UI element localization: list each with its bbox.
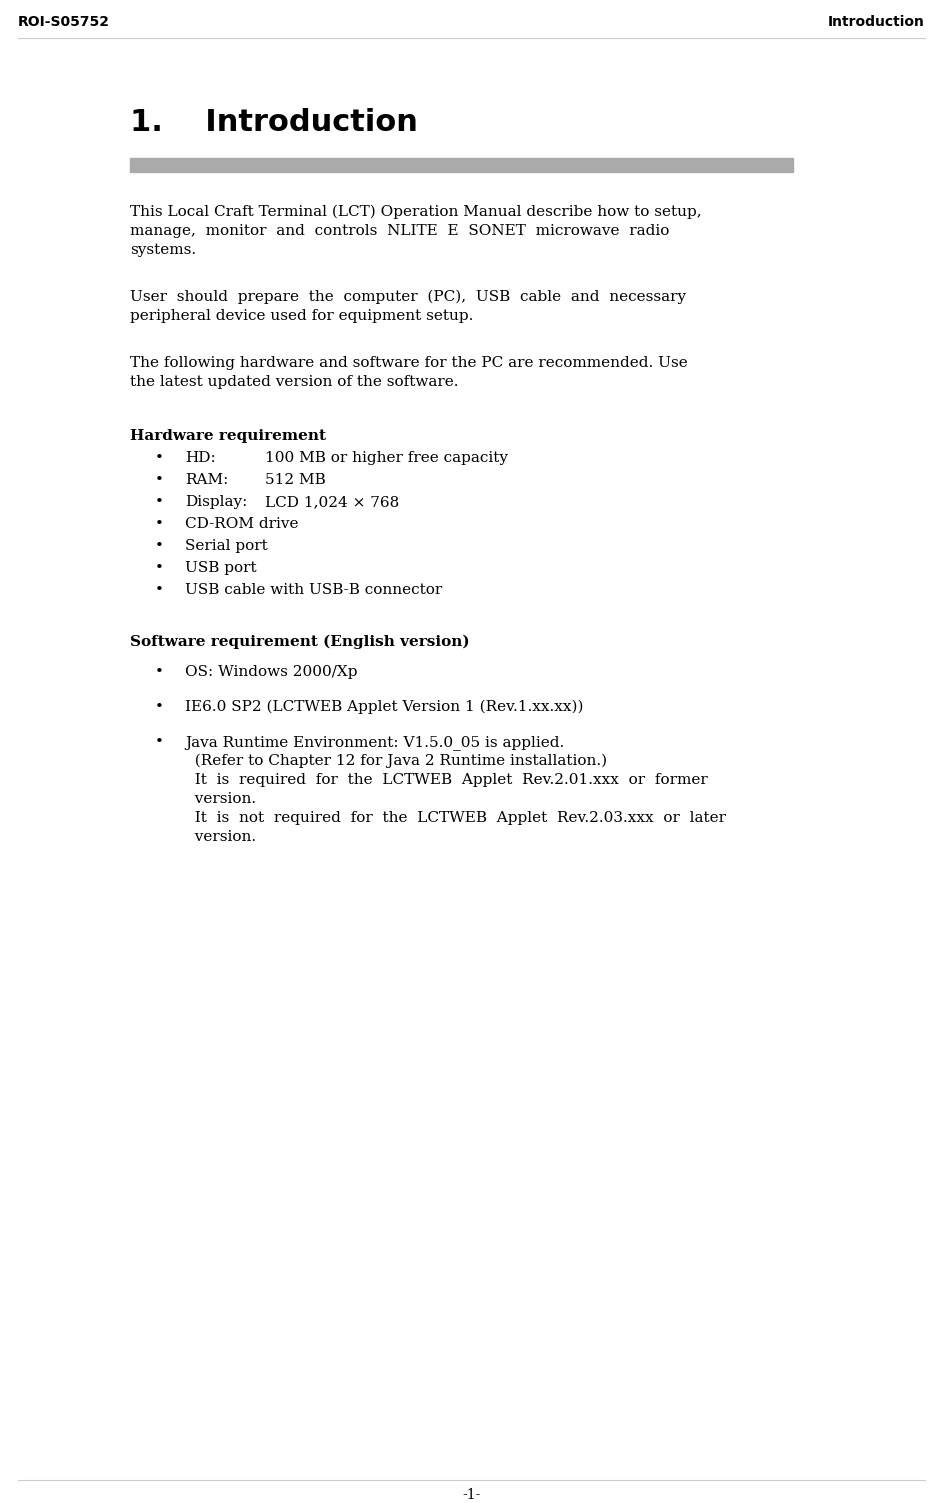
Text: •: • xyxy=(155,561,164,576)
Text: Java Runtime Environment: V1.5.0_05 is applied.: Java Runtime Environment: V1.5.0_05 is a… xyxy=(185,735,564,750)
Text: 100 MB or higher free capacity: 100 MB or higher free capacity xyxy=(265,451,508,464)
Text: -1-: -1- xyxy=(462,1488,481,1501)
Text: Display:: Display: xyxy=(185,494,247,510)
Text: Software requirement (English version): Software requirement (English version) xyxy=(130,634,470,649)
Text: It  is  required  for  the  LCTWEB  Applet  Rev.2.01.xxx  or  former: It is required for the LCTWEB Applet Rev… xyxy=(185,773,708,788)
Text: •: • xyxy=(155,517,164,531)
Text: User  should  prepare  the  computer  (PC),  USB  cable  and  necessary: User should prepare the computer (PC), U… xyxy=(130,290,687,305)
Text: RAM:: RAM: xyxy=(185,473,228,487)
Text: version.: version. xyxy=(185,830,256,845)
Text: ROI-S05752: ROI-S05752 xyxy=(18,15,110,29)
Text: •: • xyxy=(155,735,164,748)
Text: •: • xyxy=(155,664,164,679)
Text: the latest updated version of the software.: the latest updated version of the softwa… xyxy=(130,376,458,389)
Text: systems.: systems. xyxy=(130,243,196,257)
Text: It  is  not  required  for  the  LCTWEB  Applet  Rev.2.03.xxx  or  later: It is not required for the LCTWEB Applet… xyxy=(185,812,726,825)
Text: 512 MB: 512 MB xyxy=(265,473,325,487)
Text: •: • xyxy=(155,473,164,487)
Text: •: • xyxy=(155,451,164,464)
Text: peripheral device used for equipment setup.: peripheral device used for equipment set… xyxy=(130,310,473,323)
Text: LCD 1,024 × 768: LCD 1,024 × 768 xyxy=(265,494,399,510)
Text: HD:: HD: xyxy=(185,451,216,464)
Text: •: • xyxy=(155,540,164,553)
Text: OS: Windows 2000/Xp: OS: Windows 2000/Xp xyxy=(185,664,357,679)
Text: version.: version. xyxy=(185,792,256,806)
Text: (Refer to Chapter 12 for Java 2 Runtime installation.): (Refer to Chapter 12 for Java 2 Runtime … xyxy=(185,755,607,768)
Text: USB cable with USB-B connector: USB cable with USB-B connector xyxy=(185,583,442,597)
Text: Introduction: Introduction xyxy=(828,15,925,29)
Text: IE6.0 SP2 (LCTWEB Applet Version 1 (Rev.1.xx.xx)): IE6.0 SP2 (LCTWEB Applet Version 1 (Rev.… xyxy=(185,700,584,714)
Text: manage,  monitor  and  controls  NLITE  E  SONET  microwave  radio: manage, monitor and controls NLITE E SON… xyxy=(130,224,670,237)
Text: •: • xyxy=(155,700,164,714)
Text: •: • xyxy=(155,583,164,597)
Text: 1.    Introduction: 1. Introduction xyxy=(130,108,418,137)
Text: USB port: USB port xyxy=(185,561,256,576)
Text: The following hardware and software for the PC are recommended. Use: The following hardware and software for … xyxy=(130,356,687,370)
Text: •: • xyxy=(155,494,164,510)
Text: Serial port: Serial port xyxy=(185,540,268,553)
Text: CD-ROM drive: CD-ROM drive xyxy=(185,517,299,531)
Text: This Local Craft Terminal (LCT) Operation Manual describe how to setup,: This Local Craft Terminal (LCT) Operatio… xyxy=(130,204,702,219)
Text: Hardware requirement: Hardware requirement xyxy=(130,428,326,443)
